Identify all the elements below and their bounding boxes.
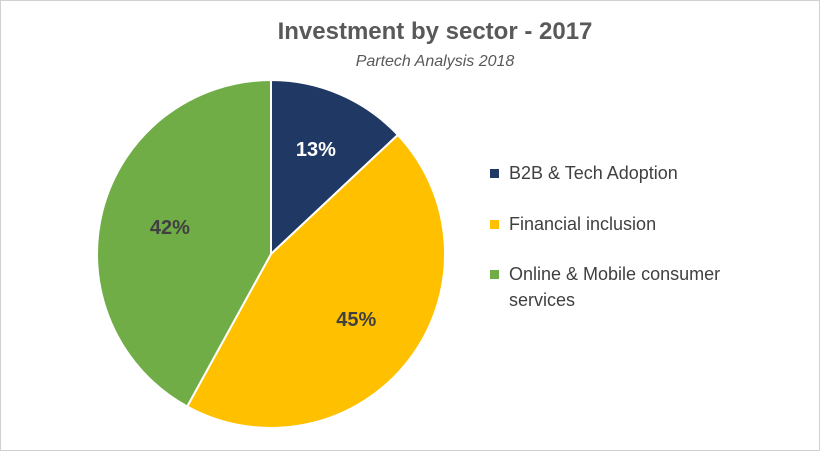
legend-label-b2b: B2B & Tech Adoption bbox=[509, 163, 678, 183]
slice-label-online: 42% bbox=[150, 217, 190, 239]
legend-item-online: Online & Mobile consumer services bbox=[490, 261, 769, 313]
slice-label-b2b: 13% bbox=[296, 139, 336, 161]
slice-label-financial: 45% bbox=[336, 309, 376, 331]
legend-label-financial: Financial inclusion bbox=[509, 214, 657, 234]
pie-slice-online bbox=[96, 78, 272, 408]
pie-slice-b2b bbox=[270, 78, 400, 257]
chart-subtitle: Partech Analysis 2018 bbox=[355, 53, 515, 70]
legend-label-online: Online & Mobile consumer services bbox=[509, 264, 721, 310]
legend-item-financial: Financial inclusion bbox=[490, 211, 769, 237]
chart-title: Investment by sector - 2017 bbox=[277, 18, 593, 45]
legend-swatch-financial bbox=[490, 220, 499, 229]
legend-item-b2b: B2B & Tech Adoption bbox=[490, 160, 769, 186]
legend-swatch-b2b bbox=[490, 169, 499, 178]
pie-slice-financial bbox=[185, 133, 446, 429]
legend-swatch-online bbox=[490, 270, 499, 279]
